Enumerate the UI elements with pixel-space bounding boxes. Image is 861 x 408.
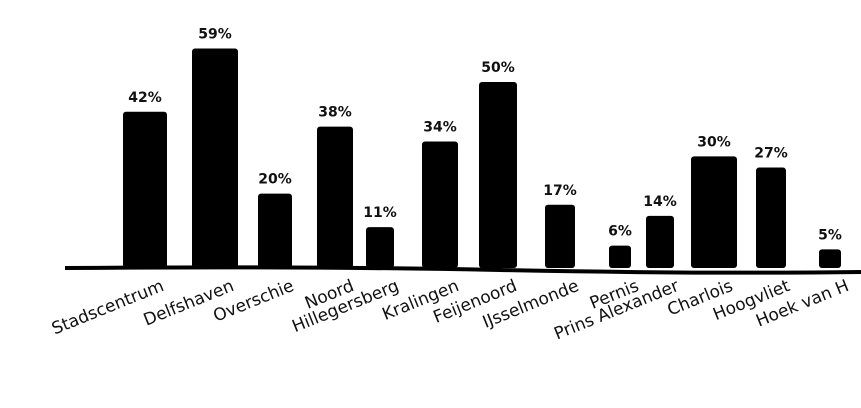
value-label: 34% [423,120,457,136]
value-label: 27% [754,146,788,162]
value-label: 5% [818,227,842,243]
bar [258,193,292,268]
value-label: 42% [128,90,162,106]
bar [646,215,674,268]
bar [422,141,458,268]
value-label: 59% [198,27,232,43]
bar [479,82,517,268]
value-label: 6% [608,224,632,240]
value-label: 17% [543,183,577,199]
bar [691,156,737,268]
bar [317,126,353,268]
bar [609,245,631,268]
value-label: 38% [318,105,352,121]
value-label: 14% [643,194,677,210]
value-label: 30% [697,134,731,150]
bar [819,249,841,268]
bar [366,227,394,268]
bar [545,204,575,268]
value-label: 20% [258,172,292,188]
bar [756,167,786,268]
value-label: 11% [363,205,397,221]
value-label: 50% [481,60,515,76]
baseline [64,265,861,275]
bar [192,48,238,268]
bar [123,111,167,268]
